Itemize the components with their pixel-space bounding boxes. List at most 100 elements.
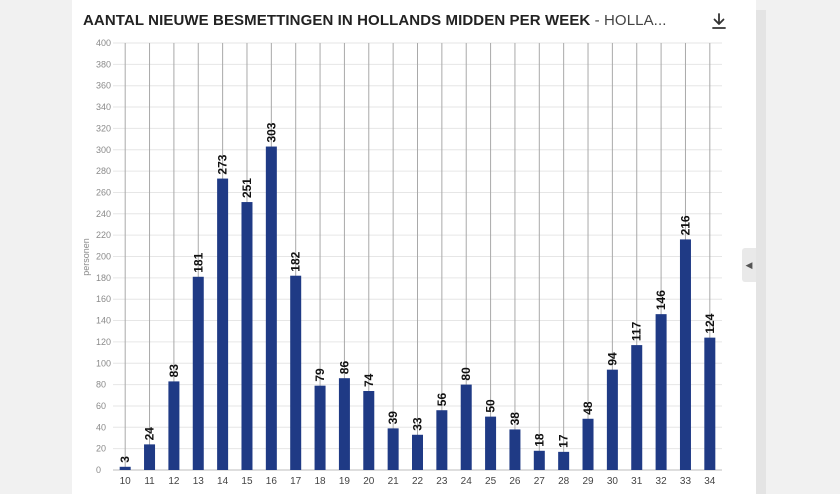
bar-week-17[interactable] (290, 275, 302, 470)
y-tick-label: 0 (96, 465, 101, 475)
x-tick-label: 21 (388, 476, 400, 487)
bar-week-24[interactable] (460, 384, 472, 470)
data-label-week-29: 48 (581, 401, 595, 415)
y-tick-label: 300 (96, 145, 111, 155)
data-label-week-31: 117 (630, 321, 644, 341)
x-tick-label: 34 (704, 476, 716, 487)
data-label-week-14: 273 (216, 154, 230, 174)
data-label-week-12: 83 (167, 364, 181, 378)
y-tick-label: 80 (96, 380, 106, 390)
data-label-week-24: 80 (459, 367, 473, 381)
y-tick-label: 180 (96, 273, 111, 283)
x-tick-label: 27 (534, 476, 546, 487)
bar-week-11[interactable] (144, 444, 156, 470)
bar-week-14[interactable] (217, 178, 229, 470)
chart-title: AANTAL NIEUWE BESMETTINGEN IN HOLLANDS M… (83, 12, 683, 29)
bar-week-10[interactable] (119, 466, 131, 470)
x-tick-label: 23 (436, 476, 448, 487)
bar-week-30[interactable] (606, 369, 618, 470)
y-tick-label: 140 (96, 316, 111, 326)
bar-week-25[interactable] (485, 416, 497, 470)
chart-y-ticks: 0 20 40 60 80 100 120 140 160 180 200 220 240 260 280 3… (96, 38, 111, 475)
bar-week-22[interactable] (412, 434, 423, 470)
y-tick-label: 320 (96, 123, 111, 133)
bar-week-15[interactable] (241, 202, 253, 470)
x-tick-label: 20 (363, 476, 375, 487)
y-tick-label: 160 (96, 294, 111, 304)
x-tick-label: 22 (412, 476, 424, 487)
collapse-tab[interactable]: ◀ (742, 248, 756, 282)
data-label-week-27: 18 (532, 433, 546, 447)
data-label-week-22: 33 (411, 417, 425, 431)
download-icon (712, 13, 726, 29)
bar-week-34[interactable] (704, 337, 716, 470)
bar-week-29[interactable] (582, 418, 594, 470)
download-button[interactable] (710, 12, 728, 32)
bar-week-31[interactable] (631, 345, 643, 470)
y-tick-label: 240 (96, 209, 111, 219)
chart-bars (119, 146, 716, 471)
bar-week-28[interactable] (558, 451, 570, 470)
y-tick-label: 20 (96, 444, 106, 454)
data-label-week-17: 182 (289, 251, 303, 271)
y-tick-label: 120 (96, 337, 111, 347)
data-label-week-11: 24 (143, 427, 157, 441)
data-label-week-10: 3 (118, 456, 132, 463)
y-tick-label: 260 (96, 187, 111, 197)
data-label-week-20: 74 (362, 373, 376, 387)
y-tick-label: 400 (96, 38, 111, 48)
x-tick-label: 24 (461, 476, 473, 487)
x-tick-label: 25 (485, 476, 497, 487)
data-label-week-19: 86 (337, 361, 351, 375)
y-axis-label: personen (81, 238, 91, 276)
chart-x-ticks: 10 11 12 13 14 15 16 17 18 19 20 21 22 23 24 25 26 27 28 29… (120, 476, 716, 487)
bar-week-19[interactable] (338, 378, 350, 470)
x-tick-label: 14 (217, 476, 229, 487)
bar-week-23[interactable] (436, 410, 448, 470)
x-tick-label: 13 (193, 476, 205, 487)
x-tick-label: 26 (509, 476, 521, 487)
scrollbar-track[interactable] (756, 10, 766, 494)
bar-week-18[interactable] (314, 385, 326, 470)
y-tick-label: 280 (96, 166, 111, 176)
x-tick-label: 10 (120, 476, 132, 487)
bar-week-20[interactable] (363, 391, 375, 470)
data-label-week-26: 38 (508, 412, 522, 426)
bar-week-13[interactable] (192, 276, 204, 470)
data-label-week-33: 216 (678, 215, 692, 235)
y-tick-label: 40 (96, 422, 106, 432)
data-label-week-28: 17 (557, 434, 571, 448)
bar-week-32[interactable] (655, 314, 667, 470)
bar-week-33[interactable] (679, 239, 691, 470)
y-tick-label: 200 (96, 252, 111, 262)
y-tick-label: 60 (96, 401, 106, 411)
chart-title-main: AANTAL NIEUWE BESMETTINGEN IN HOLLANDS M… (83, 12, 591, 29)
data-label-week-16: 303 (264, 122, 278, 142)
data-label-week-23: 56 (435, 393, 449, 407)
data-label-week-13: 181 (191, 252, 205, 272)
x-tick-label: 33 (680, 476, 692, 487)
x-tick-label: 17 (290, 476, 302, 487)
bar-week-12[interactable] (168, 381, 180, 470)
data-label-week-30: 94 (605, 352, 619, 366)
data-label-week-34: 124 (703, 313, 717, 333)
bar-week-21[interactable] (387, 428, 399, 470)
chart-data-labels: 3 24 83 181 273 251 303 182 79 86 74 39 33 56 80 50 38 18… (118, 122, 717, 463)
data-label-week-21: 39 (386, 411, 400, 425)
x-tick-label: 29 (582, 476, 594, 487)
chart-title-sub: - HOLLA... (590, 12, 667, 29)
data-label-week-18: 79 (313, 368, 327, 382)
x-tick-label: 16 (266, 476, 278, 487)
bar-week-16[interactable] (265, 146, 277, 471)
data-label-week-15: 251 (240, 178, 254, 198)
bar-week-26[interactable] (509, 429, 521, 470)
y-tick-label: 220 (96, 230, 111, 240)
chart-grid (113, 42, 722, 471)
y-tick-label: 360 (96, 81, 111, 91)
bar-week-27[interactable] (533, 450, 545, 470)
y-tick-label: 340 (96, 102, 111, 112)
x-tick-label: 19 (339, 476, 351, 487)
x-tick-label: 11 (144, 476, 155, 487)
y-tick-label: 100 (96, 358, 111, 368)
